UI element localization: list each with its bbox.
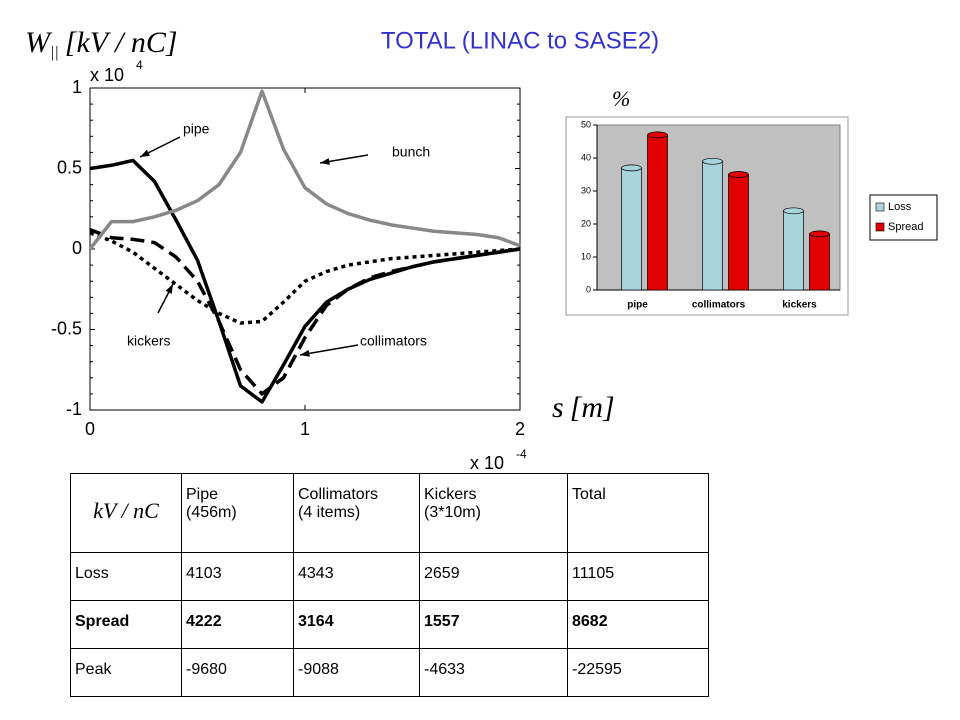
arrow-head — [165, 284, 173, 294]
header-text: Pipe — [186, 486, 219, 503]
table-cell: 11105 — [567, 552, 709, 601]
header-text: (456m) — [186, 504, 237, 521]
header-text: kV / nC — [93, 498, 159, 523]
bar — [702, 160, 723, 291]
header-text: Total — [572, 486, 606, 503]
y-label-symbol: W — [25, 26, 53, 59]
series-line — [88, 89, 521, 251]
table-cell: 4343 — [293, 552, 420, 601]
bar — [647, 134, 668, 291]
header-cell: Total — [567, 473, 709, 553]
series-line — [89, 231, 521, 325]
x-label-unit: [m] — [570, 391, 615, 424]
table-cell: 4103 — [181, 552, 294, 601]
legend-swatch — [875, 202, 885, 212]
series-line — [89, 228, 521, 396]
bar-cap — [647, 131, 668, 139]
bar-cap — [809, 230, 830, 238]
y-tick-label: -0.5 — [51, 318, 82, 338]
table-cell: Peak — [70, 648, 182, 697]
summary-table: kV / nC Pipe (456m) Collimators (4 items) Kic… — [70, 473, 709, 697]
table-cell: 4222 — [181, 600, 294, 649]
series-label: pipe — [183, 121, 210, 137]
table-cell: 3164 — [293, 600, 420, 649]
y-tick-label: 0 — [72, 238, 82, 258]
table-cell: -9680 — [181, 648, 294, 697]
header-text: Collimators — [298, 486, 379, 503]
x-multiplier: x 10 — [470, 453, 504, 473]
bar-cap — [621, 164, 642, 172]
legend-label: Spread — [888, 221, 923, 233]
legend-label: Loss — [888, 201, 912, 213]
table-cell: 8682 — [567, 600, 709, 649]
y-tick-label: 1 — [72, 77, 82, 97]
header-text: Kickers — [424, 486, 477, 503]
y-tick-label: -1 — [66, 399, 82, 419]
bar-cap — [702, 157, 723, 165]
x-tick-label: pipe — [627, 300, 648, 311]
plot-frame — [89, 87, 521, 411]
table-cell: -4633 — [419, 648, 568, 697]
table-row: Loss 4103 4343 2659 11105 — [70, 552, 709, 601]
x-tick-label: 0 — [85, 419, 95, 439]
y-multiplier: x 10 — [90, 65, 124, 85]
table-row: Spread 4222 3164 1557 8682 — [70, 600, 709, 649]
bar — [809, 233, 830, 291]
series-label: kickers — [127, 333, 171, 349]
y-multiplier-exp: 4 — [136, 58, 143, 72]
arrow-head — [320, 158, 330, 165]
series-label: collimators — [360, 333, 427, 349]
y-tick-label: 20 — [581, 218, 591, 228]
y-tick-label: 10 — [581, 251, 591, 261]
table-cell: -9088 — [293, 648, 420, 697]
table-cell: Spread — [70, 600, 182, 649]
bar — [783, 210, 804, 291]
bar — [621, 167, 642, 291]
y-tick-label: 40 — [581, 152, 591, 162]
header-cell: kV / nC — [70, 473, 182, 553]
x-multiplier-exp: -4 — [516, 447, 527, 461]
x-label-symbol: s — [552, 391, 564, 424]
table-body: kV / nC Pipe (456m) Collimators (4 items) Kic… — [70, 473, 709, 697]
slide-title: TOTAL (LINAC to SASE2) — [381, 27, 659, 54]
series-label: bunch — [392, 144, 430, 160]
annotation-arrow — [299, 344, 359, 356]
bar — [728, 174, 749, 291]
y-axis-label: W|| [kV / nC] — [25, 26, 178, 61]
header-cell: Pipe (456m) — [181, 473, 294, 553]
table-cell: 1557 — [419, 600, 568, 649]
header-text: (4 items) — [298, 504, 361, 521]
x-tick-label: 2 — [515, 419, 525, 439]
header-text: (3*10m) — [424, 504, 481, 521]
header-cell: Collimators (4 items) — [293, 473, 420, 553]
series-line — [89, 158, 521, 404]
table-cell: -22595 — [567, 648, 709, 697]
x-axis-label: s [m] — [552, 391, 615, 424]
table-row: Peak -9680 -9088 -4633 -22595 — [70, 648, 709, 697]
legend-swatch — [875, 222, 885, 232]
x-tick-label: kickers — [782, 300, 817, 311]
legend-box — [869, 194, 938, 241]
table-cell: Loss — [70, 552, 182, 601]
bar-cap — [728, 171, 749, 178]
y-label-unit: [kV / nC] — [65, 26, 178, 59]
header-cell: Kickers (3*10m) — [419, 473, 568, 553]
y-tick-label: 50 — [581, 119, 591, 129]
table-cell: 2659 — [419, 552, 568, 601]
y-axis-label: % — [612, 86, 630, 111]
y-tick-label: 30 — [581, 185, 591, 195]
x-tick-label: collimators — [692, 300, 746, 311]
y-tick-label: 0 — [586, 284, 591, 294]
arrow-head — [300, 350, 310, 357]
arrow-head — [140, 149, 150, 157]
y-tick-label: 0.5 — [57, 157, 82, 177]
x-tick-label: 1 — [300, 419, 310, 439]
bar-cap — [783, 207, 804, 215]
y-label-subscript: || — [50, 44, 59, 61]
header-row: kV / nC Pipe (456m) Collimators (4 items) Kic… — [70, 473, 709, 553]
